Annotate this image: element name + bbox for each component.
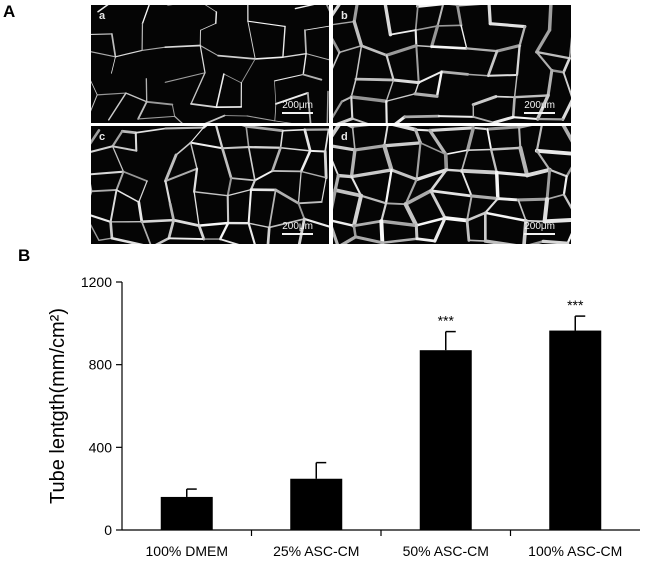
micrograph-label: d: [341, 131, 348, 143]
significance-label: ***: [438, 313, 455, 329]
y-tick-label: 1200: [81, 274, 112, 290]
y-axis-label: Tube lentgth(mm/cm²): [47, 308, 69, 504]
x-tick-label: 100% ASC-CM: [528, 543, 622, 559]
bar: [160, 496, 213, 530]
y-tick-label: 0: [104, 522, 112, 538]
tube-network-image: [91, 126, 329, 244]
scale-label: 200μm: [282, 100, 313, 111]
micrograph-label: b: [341, 10, 348, 22]
bar: [549, 330, 602, 530]
bar: [290, 478, 343, 530]
scale-bar: 200μm: [282, 100, 313, 114]
panel-b-label: B: [18, 246, 31, 265]
scale-label: 200μm: [524, 221, 555, 232]
scale-label: 200μm: [524, 100, 555, 111]
scale-bar: 200μm: [524, 221, 555, 235]
x-tick-label: 25% ASC-CM: [273, 543, 359, 559]
scale-bar: 200μm: [524, 100, 555, 114]
scale-label: 200μm: [282, 221, 313, 232]
micrograph-label: c: [99, 131, 106, 143]
significance-label: ***: [567, 297, 584, 313]
bar-chart: 0 400 800 1200 Tube lentgth(mm/cm²) 100% DMEM…: [47, 274, 640, 559]
micrograph-c: c 200μm: [91, 126, 329, 244]
panel-a-label: A: [3, 2, 16, 21]
micrograph-d: d 200μm: [333, 126, 571, 244]
micrograph-a: a 200μm: [91, 5, 329, 123]
y-tick-label: 800: [89, 357, 113, 373]
tube-network-image: [91, 5, 329, 123]
bar: [419, 350, 472, 530]
y-tick-label: 400: [89, 439, 113, 455]
x-tick-label: 50% ASC-CM: [403, 543, 489, 559]
micrograph-label: a: [99, 10, 106, 22]
micrograph-b: b 200μm: [333, 5, 571, 123]
tube-network-image: [333, 5, 571, 123]
tube-network-image: [333, 126, 571, 244]
scale-bar: 200μm: [282, 221, 313, 235]
x-tick-label: 100% DMEM: [146, 543, 228, 559]
